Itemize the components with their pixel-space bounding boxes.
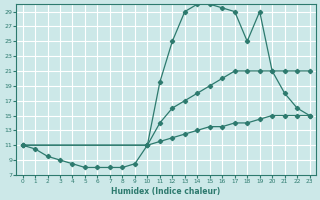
X-axis label: Humidex (Indice chaleur): Humidex (Indice chaleur) [111, 187, 221, 196]
